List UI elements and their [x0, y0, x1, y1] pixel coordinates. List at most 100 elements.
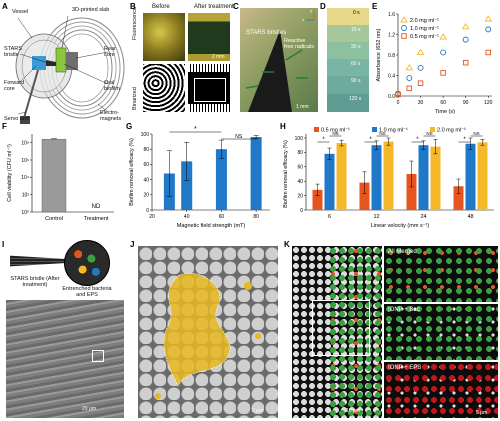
f-xtick-label: Control: [45, 216, 63, 222]
e-legend-label: 0.5 mg ml⁻¹: [410, 34, 439, 40]
h-ytick-label: 80: [297, 150, 303, 156]
h-legend-swatch: [430, 127, 435, 132]
e-point-0: [416, 48, 425, 55]
h-bar-1: [418, 145, 429, 210]
label-3d-slab: 3D-printed slab: [72, 7, 110, 13]
fluor-after-image: [188, 13, 230, 61]
chart-e-absorbance: 0.0 0.4 0.8 1.2 1.6 0 30 60 90 120 Absorbance (652…: [376, 12, 493, 115]
i-scale-bar: 20 μm: [82, 406, 96, 412]
e-point-0: [394, 89, 402, 96]
g-ylabel: Biofilm removal efficacy (%): [129, 138, 135, 206]
e-point-0: [439, 33, 447, 40]
e-ylabel: Absorbance (652 nm): [376, 28, 382, 81]
label-servo-arm: Servo arm: [4, 116, 30, 122]
e-legend-label: 2.0 mg ml⁻¹: [410, 18, 439, 24]
g-sig-star: *: [194, 126, 197, 133]
servo-arm: [23, 69, 39, 119]
f-ytick-label: 10⁰: [21, 210, 29, 216]
h-bar-0: [312, 189, 323, 210]
bristle-illustration: [10, 255, 70, 267]
e-xlabel: Time (s): [435, 109, 455, 115]
f-ytick-label: 10⁶: [21, 158, 29, 164]
chart-h-velocity: 0 20 40 60 80 100 Biofilm removal efficacy (%)…: [283, 127, 494, 229]
h-legend-swatch: [314, 127, 319, 132]
h-xtick-label: 24: [420, 214, 426, 220]
panel-letter-f: F: [2, 122, 7, 131]
i-entrenched-label: Entrenched bacteria and EPS: [62, 286, 112, 298]
k-scale-bar-2: 5 μm: [476, 410, 488, 416]
stars-bristles-image: STARS bristles Reactive free radicals y …: [240, 8, 318, 112]
g-xtick-label: 20: [149, 214, 155, 220]
rear-core: [66, 52, 78, 70]
g-bar: [250, 137, 262, 210]
row-fluorescence: Fluorescence: [132, 6, 138, 40]
g-ns-label: NS: [235, 134, 243, 140]
c-axis-y: y: [310, 8, 312, 13]
h-sig-star: *: [369, 137, 372, 143]
f-ytick-label: 10⁸: [21, 140, 29, 146]
g-ytick-label: 0: [146, 208, 149, 214]
k-ionp-bac-image: IONP + Bac: [384, 304, 498, 360]
e-point-2: [485, 49, 491, 56]
g-ytick-label: 40: [143, 177, 149, 183]
e-point-1: [440, 49, 447, 56]
k-label-merged: All Merged: [388, 249, 417, 255]
label-electromagnets: Electro-magnets: [100, 110, 122, 122]
h-sig-star: *: [416, 137, 419, 143]
e-point-1: [406, 75, 413, 82]
d-time-30: 30 s: [351, 44, 361, 50]
h-bar-0: [359, 182, 370, 210]
h-bar-2: [430, 146, 441, 210]
stars-bristle: [46, 60, 56, 66]
g-bar: [181, 161, 193, 210]
e-point-0: [405, 63, 414, 71]
bin-after-image: [188, 64, 230, 112]
servo-base: [20, 116, 30, 124]
f-bar: [41, 139, 67, 213]
h-legend-swatch: [372, 127, 377, 132]
panel-letter-a: A: [2, 2, 8, 11]
e-ytick-label: 0.8: [388, 53, 395, 59]
c-scale-bar: 1 mm: [296, 104, 309, 110]
e-legend-label: 1.0 mg ml⁻¹: [410, 26, 439, 32]
g-ytick-label: 60: [143, 162, 149, 168]
e-point-2: [417, 80, 424, 86]
d-time-15: 15 s: [351, 27, 361, 33]
f-ylabel: Cell viability (CFU ml⁻¹): [7, 144, 13, 202]
sem-image-bristle: 20 μm: [6, 300, 124, 418]
panel-letter-j: J: [130, 240, 135, 249]
k-label-ionp-bac: IONP + Bac: [388, 307, 420, 313]
h-legend-label: 1.0 mg ml⁻¹: [379, 128, 408, 134]
e-ytick-label: 0.0: [388, 94, 395, 100]
h-sig-star: *: [322, 137, 325, 143]
h-ylabel: Biofilm removal efficacy (%): [283, 140, 289, 208]
g-ytick-label: 20: [143, 193, 149, 199]
h-ytick-label: 40: [297, 179, 303, 185]
e-xtick-label: 60: [440, 100, 446, 106]
e-legend-marker: [401, 33, 407, 39]
label-stars-bristle: STARS bristle: [4, 46, 22, 58]
h-ns-label: NS: [426, 131, 432, 136]
c-axis-x: x: [302, 17, 304, 22]
panel-letter-e: E: [372, 2, 378, 11]
k-merged-image: All Merged: [384, 246, 498, 302]
f-ytick-label: 10⁴: [21, 175, 29, 181]
col-after: After treatment: [194, 4, 234, 10]
h-bar-1: [324, 153, 335, 210]
e-xtick-label: 90: [463, 100, 469, 106]
h-bar-1: [465, 143, 476, 210]
h-ns-label: NS: [473, 131, 479, 136]
e-point-2: [395, 91, 401, 98]
h-ytick-label: 60: [297, 165, 303, 171]
confocal-overview: 10 μm: [292, 246, 382, 418]
e-point-1: [485, 26, 492, 33]
panel-letter-i: I: [2, 240, 5, 249]
panel-letter-k: K: [284, 240, 290, 249]
e-ytick-label: 0.4: [388, 73, 395, 79]
h-ns-label: NS: [379, 131, 385, 136]
h-bar-2: [477, 142, 488, 210]
c-title: STARS bristles: [246, 30, 287, 36]
j-scale-bar: 2 μm: [252, 408, 264, 414]
label-vessel: Vessel: [12, 9, 29, 15]
d-time-0: 0 s: [353, 10, 360, 16]
